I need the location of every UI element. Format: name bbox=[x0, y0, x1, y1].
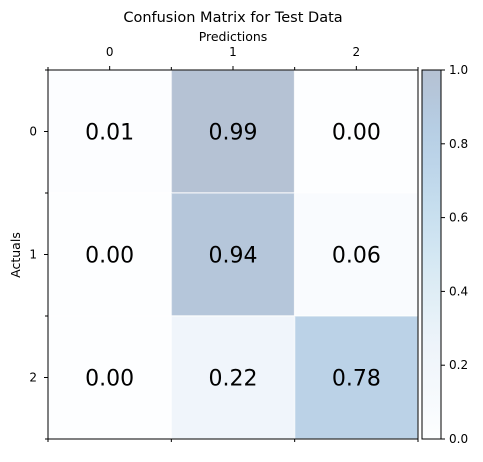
cell-value-label: 0.00 bbox=[85, 367, 134, 392]
y-axis-label: Actuals bbox=[8, 232, 23, 278]
colorbar-tick-label: 0.0 bbox=[449, 432, 468, 446]
cell-value-label: 0.22 bbox=[209, 367, 258, 392]
colorbar-tick-label: 0.2 bbox=[449, 358, 468, 372]
colorbar: 0.0 0.2 0.4 0.6 0.8 1.0 bbox=[421, 63, 468, 446]
heatmap-cell bbox=[47, 69, 173, 194]
cell-value-label: 0.99 bbox=[209, 121, 258, 146]
colorbar-tick-label: 1.0 bbox=[449, 63, 468, 77]
colorbar-gradient bbox=[421, 69, 442, 440]
colorbar-tick-label: 0.4 bbox=[449, 284, 468, 298]
cell-value-label: 0.78 bbox=[332, 367, 381, 392]
cell-value-label: 0.94 bbox=[209, 244, 258, 269]
cell-value-label: 0.00 bbox=[332, 121, 381, 146]
heatmap-cell bbox=[170, 192, 296, 317]
colorbar-tick-label: 0.6 bbox=[449, 211, 468, 225]
heatmap-cell bbox=[170, 69, 296, 194]
heatmap-cells bbox=[47, 69, 419, 440]
y-tick-label: 1 bbox=[29, 248, 37, 262]
x-tick-label: 0 bbox=[106, 45, 114, 59]
heatmap-cell bbox=[170, 315, 296, 440]
cell-value-label: 0.00 bbox=[85, 244, 134, 269]
cell-value-label: 0.01 bbox=[85, 121, 134, 146]
heatmap-cell bbox=[293, 192, 419, 317]
chart-title: Confusion Matrix for Test Data bbox=[123, 10, 342, 26]
heatmap-cell bbox=[47, 192, 173, 317]
y-tick-label: 0 bbox=[29, 125, 37, 139]
x-tick-label: 2 bbox=[353, 45, 361, 59]
x-axis-label: Predictions bbox=[199, 29, 268, 44]
x-tick-label: 1 bbox=[229, 45, 237, 59]
heatmap-cell-labels: 0.01 0.99 0.00 0.00 0.94 0.06 0.00 0.22 0.78 bbox=[85, 121, 381, 392]
axes: 0 1 2 0 1 2 bbox=[29, 45, 419, 442]
y-tick-label: 2 bbox=[29, 371, 37, 385]
colorbar-tick-label: 0.8 bbox=[449, 137, 468, 151]
cell-value-label: 0.06 bbox=[332, 244, 381, 269]
